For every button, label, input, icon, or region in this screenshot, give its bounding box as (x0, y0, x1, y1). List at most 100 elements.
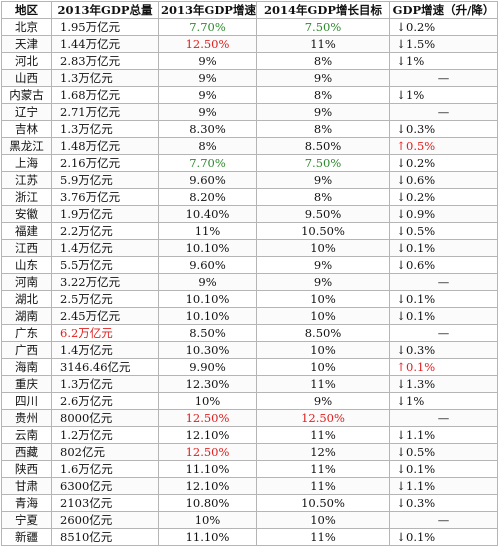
growth-2013-cell[interactable]: 11.10% (158, 528, 257, 546)
growth-2013-cell[interactable]: 9.60% (158, 171, 257, 189)
target-2014-cell[interactable]: 12% (256, 443, 390, 461)
gdp-2013-cell[interactable]: 2.2万亿元 (51, 222, 159, 240)
growth-change-cell[interactable]: ↓0.3% (389, 494, 498, 512)
growth-change-cell[interactable]: — (389, 409, 498, 427)
region-cell[interactable]: 广西 (1, 341, 52, 359)
growth-change-cell[interactable]: ↓0.9% (389, 205, 498, 223)
growth-2013-cell[interactable]: 11% (158, 222, 257, 240)
gdp-2013-cell[interactable]: 1.3万亿元 (51, 375, 159, 393)
gdp-2013-cell[interactable]: 5.9万亿元 (51, 171, 159, 189)
growth-2013-cell[interactable]: 9% (158, 69, 257, 87)
region-cell[interactable]: 天津 (1, 35, 52, 53)
target-2014-cell[interactable]: 8.50% (256, 324, 390, 342)
gdp-2013-cell[interactable]: 2.16万亿元 (51, 154, 159, 172)
region-cell[interactable]: 湖南 (1, 307, 52, 325)
target-2014-cell[interactable]: 11% (256, 528, 390, 546)
growth-2013-cell[interactable]: 8.30% (158, 120, 257, 138)
growth-change-cell[interactable]: ↑0.1% (389, 358, 498, 376)
target-2014-cell[interactable]: 11% (256, 460, 390, 478)
growth-change-cell[interactable]: — (389, 324, 498, 342)
growth-change-cell[interactable]: ↓0.1% (389, 307, 498, 325)
target-2014-cell[interactable]: 7.50% (256, 154, 390, 172)
growth-2013-cell[interactable]: 10% (158, 392, 257, 410)
target-2014-cell[interactable]: 11% (256, 477, 390, 495)
target-2014-cell[interactable]: 10% (256, 358, 390, 376)
growth-2013-cell[interactable]: 9.60% (158, 256, 257, 274)
growth-change-cell[interactable]: — (389, 273, 498, 291)
region-cell[interactable]: 吉林 (1, 120, 52, 138)
growth-2013-cell[interactable]: 8% (158, 137, 257, 155)
target-2014-cell[interactable]: 10% (256, 511, 390, 529)
growth-2013-cell[interactable]: 9% (158, 273, 257, 291)
growth-2013-cell[interactable]: 9% (158, 86, 257, 104)
growth-change-cell[interactable]: ↓0.5% (389, 443, 498, 461)
gdp-2013-cell[interactable]: 5.5万亿元 (51, 256, 159, 274)
target-2014-cell[interactable]: 8% (256, 188, 390, 206)
region-cell[interactable]: 河南 (1, 273, 52, 291)
growth-change-cell[interactable]: ↓0.6% (389, 171, 498, 189)
region-cell[interactable]: 宁夏 (1, 511, 52, 529)
growth-2013-cell[interactable]: 12.10% (158, 426, 257, 444)
gdp-2013-cell[interactable]: 1.3万亿元 (51, 120, 159, 138)
target-2014-cell[interactable]: 11% (256, 35, 390, 53)
growth-2013-cell[interactable]: 10.80% (158, 494, 257, 512)
target-2014-cell[interactable]: 10% (256, 290, 390, 308)
growth-2013-cell[interactable]: 10% (158, 511, 257, 529)
header-growth-2013[interactable]: 2013年GDP增速 (158, 1, 257, 19)
gdp-2013-cell[interactable]: 1.44万亿元 (51, 35, 159, 53)
header-gdp-2013[interactable]: 2013年GDP总量 (51, 1, 159, 19)
growth-2013-cell[interactable]: 10.30% (158, 341, 257, 359)
target-2014-cell[interactable]: 12.50% (256, 409, 390, 427)
gdp-2013-cell[interactable]: 1.3万亿元 (51, 69, 159, 87)
region-cell[interactable]: 湖北 (1, 290, 52, 308)
growth-2013-cell[interactable]: 12.50% (158, 35, 257, 53)
growth-change-cell[interactable]: ↓0.2% (389, 18, 498, 36)
growth-2013-cell[interactable]: 7.70% (158, 18, 257, 36)
growth-change-cell[interactable]: ↓1% (389, 392, 498, 410)
region-cell[interactable]: 内蒙古 (1, 86, 52, 104)
target-2014-cell[interactable]: 11% (256, 375, 390, 393)
gdp-2013-cell[interactable]: 1.48万亿元 (51, 137, 159, 155)
target-2014-cell[interactable]: 10.50% (256, 222, 390, 240)
gdp-2013-cell[interactable]: 1.2万亿元 (51, 426, 159, 444)
growth-2013-cell[interactable]: 10.10% (158, 307, 257, 325)
gdp-2013-cell[interactable]: 2.71万亿元 (51, 103, 159, 121)
gdp-2013-cell[interactable]: 2.45万亿元 (51, 307, 159, 325)
growth-change-cell[interactable]: ↓1.1% (389, 477, 498, 495)
target-2014-cell[interactable]: 9% (256, 171, 390, 189)
growth-2013-cell[interactable]: 9.90% (158, 358, 257, 376)
region-cell[interactable]: 重庆 (1, 375, 52, 393)
target-2014-cell[interactable]: 8% (256, 52, 390, 70)
growth-change-cell[interactable]: ↓1% (389, 52, 498, 70)
growth-2013-cell[interactable]: 10.40% (158, 205, 257, 223)
growth-change-cell[interactable]: ↓0.1% (389, 528, 498, 546)
region-cell[interactable]: 山东 (1, 256, 52, 274)
target-2014-cell[interactable]: 9% (256, 69, 390, 87)
region-cell[interactable]: 云南 (1, 426, 52, 444)
gdp-2013-cell[interactable]: 2.83万亿元 (51, 52, 159, 70)
gdp-2013-cell[interactable]: 2103亿元 (51, 494, 159, 512)
target-2014-cell[interactable]: 8% (256, 86, 390, 104)
region-cell[interactable]: 青海 (1, 494, 52, 512)
gdp-2013-cell[interactable]: 1.68万亿元 (51, 86, 159, 104)
target-2014-cell[interactable]: 9% (256, 103, 390, 121)
growth-change-cell[interactable]: ↓0.1% (389, 290, 498, 308)
growth-2013-cell[interactable]: 12.50% (158, 443, 257, 461)
growth-change-cell[interactable]: ↑0.5% (389, 137, 498, 155)
growth-change-cell[interactable]: ↓0.5% (389, 222, 498, 240)
growth-change-cell[interactable]: ↓0.2% (389, 188, 498, 206)
gdp-2013-cell[interactable]: 2.5万亿元 (51, 290, 159, 308)
growth-2013-cell[interactable]: 10.10% (158, 290, 257, 308)
header-growth-change[interactable]: GDP增速（升/降） (389, 1, 498, 19)
growth-change-cell[interactable]: ↓0.3% (389, 120, 498, 138)
growth-change-cell[interactable]: — (389, 511, 498, 529)
target-2014-cell[interactable]: 9.50% (256, 205, 390, 223)
gdp-2013-cell[interactable]: 2.6万亿元 (51, 392, 159, 410)
region-cell[interactable]: 广东 (1, 324, 52, 342)
gdp-2013-cell[interactable]: 1.6万亿元 (51, 460, 159, 478)
growth-change-cell[interactable]: ↓0.1% (389, 460, 498, 478)
gdp-2013-cell[interactable]: 3.76万亿元 (51, 188, 159, 206)
region-cell[interactable]: 上海 (1, 154, 52, 172)
growth-2013-cell[interactable]: 9% (158, 103, 257, 121)
growth-2013-cell[interactable]: 11.10% (158, 460, 257, 478)
